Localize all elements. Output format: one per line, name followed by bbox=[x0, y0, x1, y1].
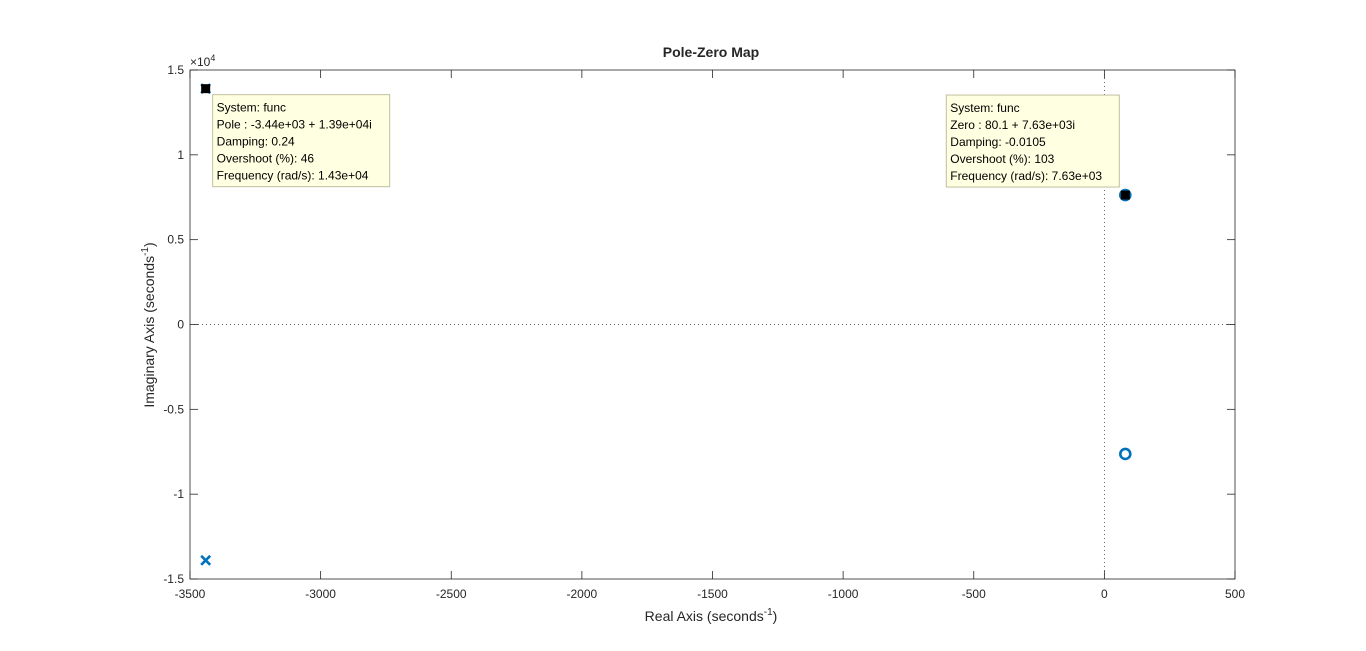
x-tick-label: -500 bbox=[962, 587, 986, 601]
x-tick-label: -2500 bbox=[436, 587, 467, 601]
y-tick-labels: -1.5 -1 -0.5 0 0.5 1 1.5 bbox=[163, 63, 184, 586]
x-axis-label-sup: -1 bbox=[764, 607, 773, 618]
datatip-line: System: func bbox=[217, 101, 286, 115]
x-tick-label: -2000 bbox=[567, 587, 598, 601]
y-tick-label: 0 bbox=[177, 318, 184, 332]
x-tick-label: 0 bbox=[1101, 587, 1108, 601]
datatip: System: func Zero : 80.1 + 7.63e+03i Dampi… bbox=[945, 94, 1130, 200]
axis-ticks bbox=[189, 69, 1236, 580]
y-axis-label-sup: -1 bbox=[140, 247, 151, 256]
x-tick-label: -1000 bbox=[828, 587, 859, 601]
x-axis-label: Real Axis (seconds-1) bbox=[645, 607, 778, 624]
datatip: System: func Pole : -3.44e+03 + 1.39e+04i… bbox=[201, 84, 391, 188]
datatip-line: Overshoot (%): 46 bbox=[217, 152, 315, 166]
datatip-anchor-square bbox=[1120, 190, 1130, 200]
y-tick-label: 1 bbox=[177, 148, 184, 162]
datatip-box bbox=[945, 94, 1120, 188]
zero-marker bbox=[1119, 447, 1132, 461]
x-tick-label: 500 bbox=[1225, 587, 1245, 601]
datatip-line: Frequency (rad/s): 1.43e+04 bbox=[217, 169, 369, 183]
zero-marker bbox=[1119, 188, 1132, 202]
chart-title: Pole-Zero Map bbox=[663, 44, 759, 60]
y-tick-label: -1 bbox=[173, 487, 184, 501]
y-tick-label: 1.5 bbox=[167, 63, 184, 77]
x-tick-labels: -3500 -3000 -2500 -2000 -1500 -1000 -500 0 500 bbox=[175, 587, 1246, 601]
x-tick-label: -3000 bbox=[305, 587, 336, 601]
datatip-line: Overshoot (%): 103 bbox=[950, 152, 1054, 166]
y-axis-label-main: Imaginary Axis (seconds bbox=[141, 256, 157, 408]
x-tick-label: -3500 bbox=[175, 587, 206, 601]
datatip-line: Damping: -0.0105 bbox=[950, 135, 1046, 149]
datatip-anchor-square bbox=[201, 84, 211, 94]
pole-marker bbox=[200, 554, 212, 566]
datatip-line: Zero : 80.1 + 7.63e+03i bbox=[950, 118, 1075, 132]
data-tips: System: func Pole : -3.44e+03 + 1.39e+04i… bbox=[201, 84, 1130, 200]
y-axis-label: Imaginary Axis (seconds-1) bbox=[140, 242, 157, 407]
datatip-line: Damping: 0.24 bbox=[217, 135, 295, 149]
y-tick-label: -0.5 bbox=[163, 402, 184, 416]
x-axis-label-end: ) bbox=[773, 608, 778, 624]
y-axis-label-end: ) bbox=[141, 242, 157, 247]
y-axis-exponent-power: 4 bbox=[210, 53, 215, 63]
y-tick-label: -1.5 bbox=[163, 572, 184, 586]
datatip-line: Frequency (rad/s): 7.63e+03 bbox=[950, 169, 1102, 183]
datatip-line: Pole : -3.44e+03 + 1.39e+04i bbox=[217, 118, 372, 132]
y-tick-label: 0.5 bbox=[167, 233, 184, 247]
pole-marker-stroke bbox=[200, 554, 212, 566]
y-axis-exponent-base: ×10 bbox=[190, 55, 211, 69]
datatip-line: System: func bbox=[950, 101, 1019, 115]
x-tick-label: -1500 bbox=[697, 587, 728, 601]
y-axis-exponent: ×104 bbox=[190, 53, 215, 69]
datatip-box bbox=[212, 94, 391, 188]
x-axis-label-main: Real Axis (seconds bbox=[645, 608, 764, 624]
